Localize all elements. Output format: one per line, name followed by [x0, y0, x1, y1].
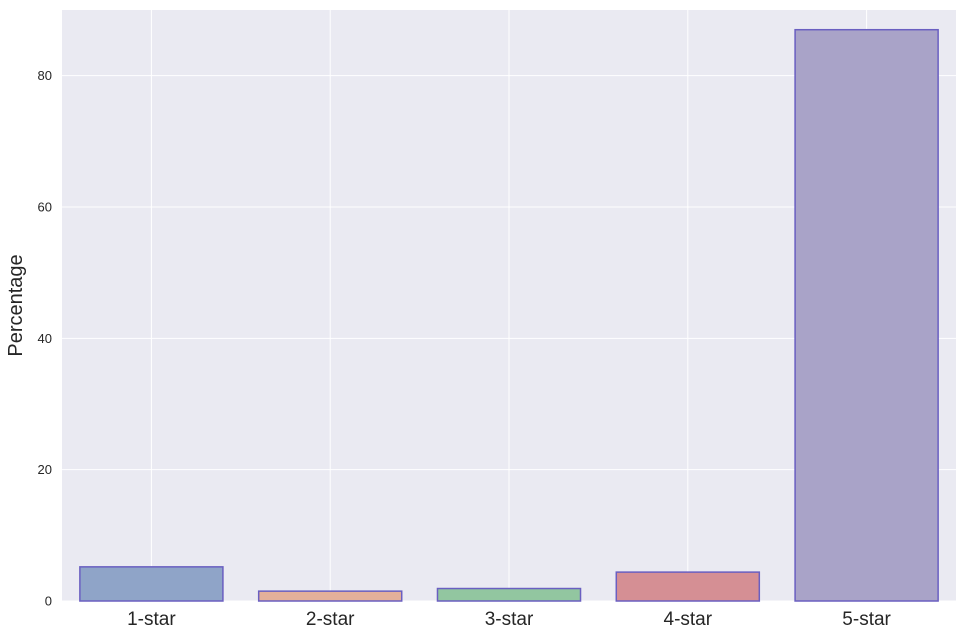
x-tick-label: 5-star	[842, 609, 891, 628]
bar-2-star	[257, 590, 403, 602]
bar-3-star	[436, 587, 582, 602]
x-tick-label: 3-star	[485, 609, 534, 628]
bars	[79, 28, 939, 602]
y-tick-label: 0	[45, 594, 52, 609]
bar-1-star	[79, 566, 224, 602]
y-tick-label: 80	[38, 68, 52, 83]
y-tick-label: 20	[38, 462, 52, 477]
y-tick-label: 60	[38, 200, 52, 215]
x-tick-label: 2-star	[306, 609, 355, 628]
x-tick-label: 1-star	[127, 609, 176, 628]
y-axis-label: Percentage	[5, 254, 27, 356]
y-tick-labels: 0 20 40 60 80	[38, 68, 52, 608]
bar-5-star	[794, 28, 939, 602]
y-tick-label: 40	[38, 331, 52, 346]
bar-4-star	[615, 571, 761, 602]
x-tick-labels: 1-star 2-star 3-star 4-star 5-star	[127, 609, 891, 628]
x-tick-label: 4-star	[664, 609, 713, 628]
